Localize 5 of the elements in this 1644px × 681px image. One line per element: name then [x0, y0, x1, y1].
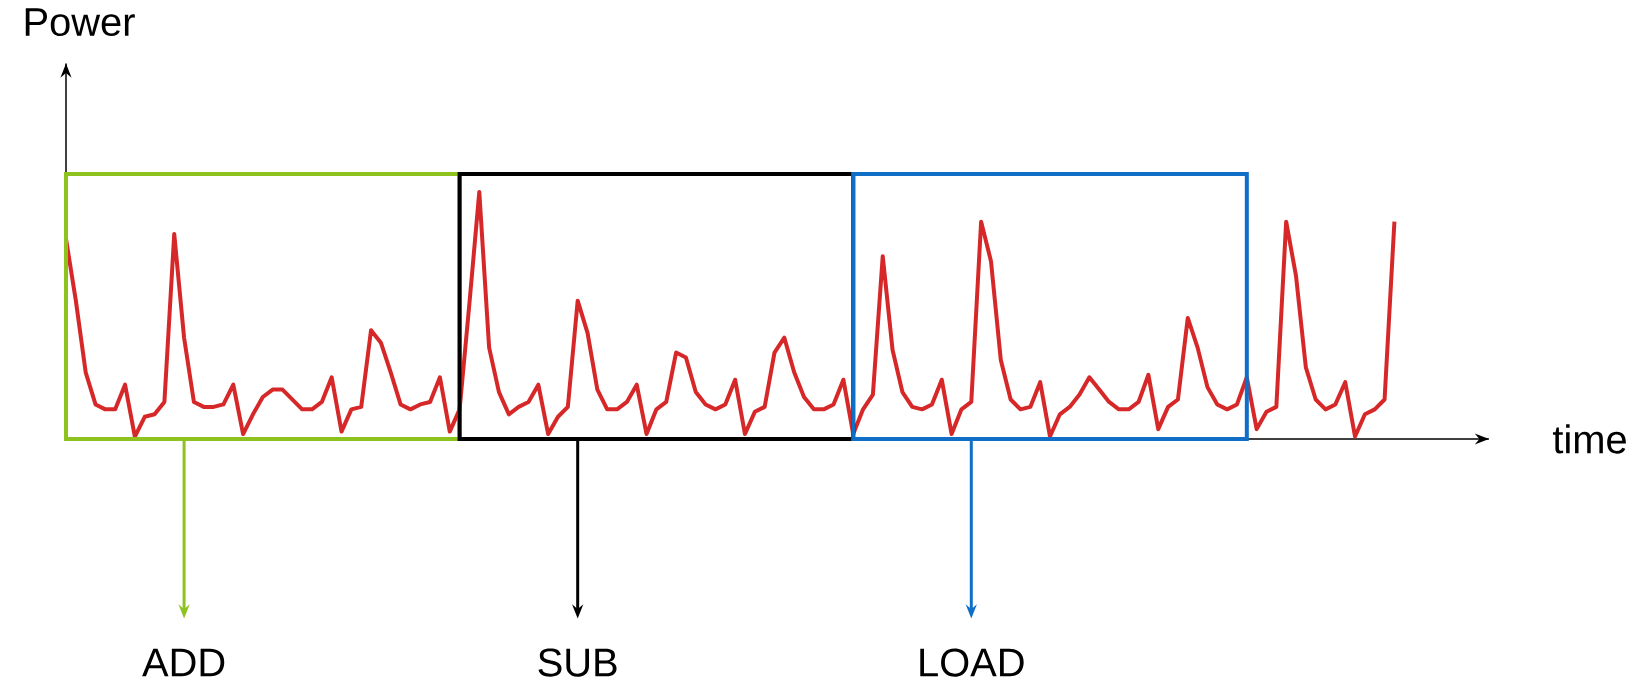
text: ADD [142, 648, 225, 677]
text: SUB [538, 648, 617, 677]
x-axis-title: time [1552, 424, 1626, 454]
text: LOAD [920, 648, 1024, 677]
y-axis-title: Power [25, 8, 135, 37]
